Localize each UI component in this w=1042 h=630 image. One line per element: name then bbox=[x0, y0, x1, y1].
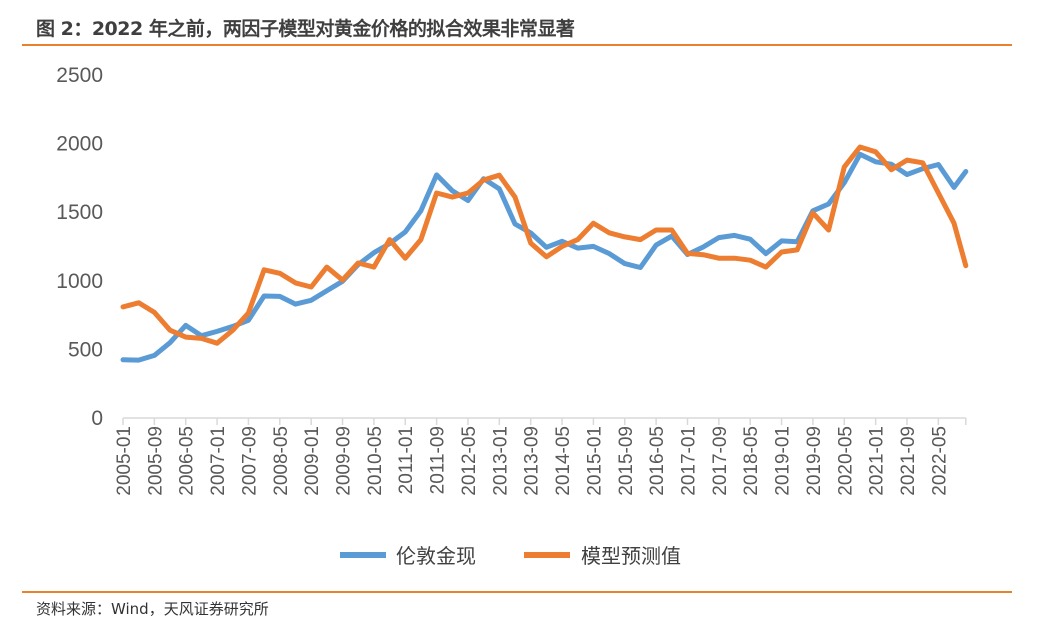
x-tick-label: 2011-09 bbox=[428, 426, 449, 494]
y-axis: 0 500 1000 1500 2000 2500 bbox=[56, 64, 103, 430]
legend-label-model-prediction: 模型预测值 bbox=[581, 544, 681, 568]
x-tick-label: 2021-01 bbox=[867, 426, 888, 496]
x-axis: 2005-01 2005-09 2006-05 2007-01 2007-09 2008-… bbox=[114, 417, 967, 496]
x-tick-label: 2015-01 bbox=[584, 426, 605, 496]
source-note: 资料来源：Wind，天风证券研究所 bbox=[36, 600, 269, 618]
x-tick-label: 2012-05 bbox=[459, 426, 480, 496]
x-tick-label: 2007-01 bbox=[208, 426, 229, 496]
x-tick-label: 2022-05 bbox=[929, 426, 950, 496]
x-tick-label: 2020-05 bbox=[835, 426, 856, 496]
title-divider bbox=[22, 44, 1012, 46]
y-tick-label: 1000 bbox=[56, 270, 103, 293]
figure-title: 图 2：2022 年之前，两因子模型对黄金价格的拟合效果非常显著 bbox=[36, 18, 575, 40]
x-tick-label: 2013-09 bbox=[522, 426, 543, 496]
legend-label-london-gold: 伦敦金现 bbox=[396, 544, 476, 568]
x-tick-label: 2009-01 bbox=[302, 426, 323, 496]
y-tick-label: 1500 bbox=[56, 201, 103, 224]
x-tick-label: 2019-09 bbox=[804, 426, 825, 496]
x-tick-label: 2009-09 bbox=[334, 426, 355, 496]
x-tick-label: 2017-09 bbox=[710, 426, 731, 496]
x-tick-label: 2014-05 bbox=[553, 426, 574, 496]
series-lines bbox=[120, 144, 969, 363]
x-tick-label: 2015-09 bbox=[616, 426, 637, 496]
y-tick-label: 0 bbox=[91, 407, 103, 430]
y-tick-label: 2500 bbox=[56, 64, 103, 87]
series-line-london-gold bbox=[120, 151, 969, 363]
x-tick-label: 2019-01 bbox=[773, 426, 794, 496]
x-tick-label: 2013-01 bbox=[490, 426, 511, 496]
x-tick-label: 2005-01 bbox=[114, 426, 135, 496]
x-tick-label: 2006-05 bbox=[177, 426, 198, 496]
legend: 伦敦金现 模型预测值 bbox=[340, 544, 681, 568]
x-tick-label: 2005-09 bbox=[145, 426, 166, 496]
footer-divider bbox=[22, 591, 1012, 593]
series-line-model-prediction bbox=[120, 144, 969, 346]
x-tick-label: 2010-05 bbox=[365, 426, 386, 496]
x-tick-label: 2017-01 bbox=[678, 426, 699, 496]
x-tick-label: 2011-01 bbox=[396, 426, 417, 494]
y-tick-label: 500 bbox=[68, 338, 103, 361]
x-tick-label: 2007-09 bbox=[239, 426, 260, 496]
y-tick-label: 2000 bbox=[56, 133, 103, 156]
x-tick-label: 2018-05 bbox=[741, 426, 762, 496]
x-tick-label: 2021-09 bbox=[898, 426, 919, 496]
x-tick-label: 2008-05 bbox=[271, 426, 292, 496]
x-tick-label: 2016-05 bbox=[647, 426, 668, 496]
